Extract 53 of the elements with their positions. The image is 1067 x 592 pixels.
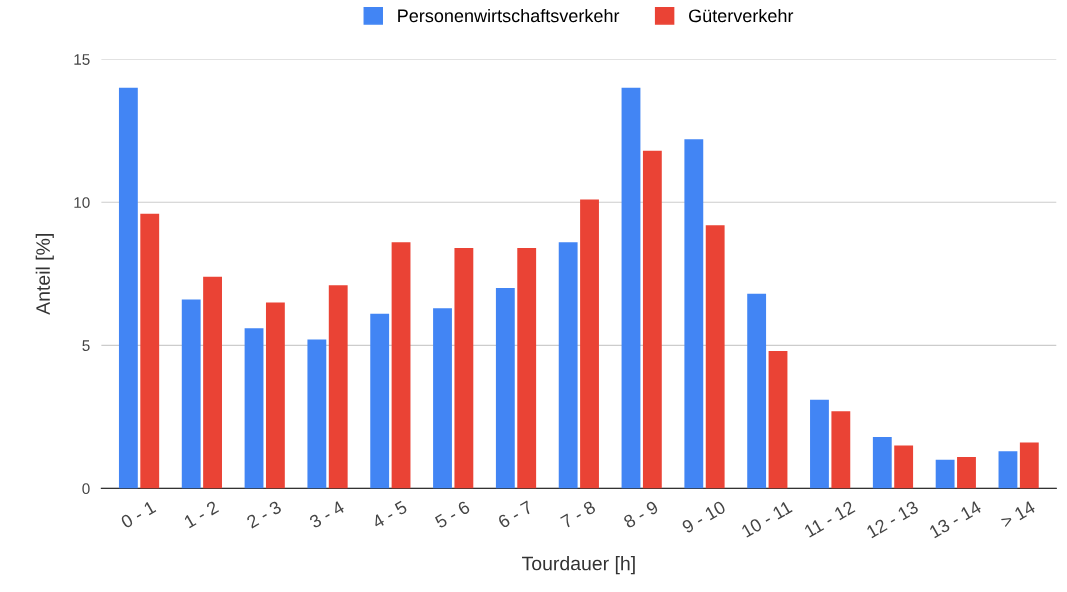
x-tick-label: 8 - 9: [622, 500, 659, 529]
bar: [391, 242, 411, 489]
bar: [244, 328, 264, 489]
bar: [495, 288, 515, 489]
bar: [1019, 442, 1039, 489]
x-tick-label: 1 - 2: [183, 500, 220, 529]
bar: [684, 139, 704, 489]
bar: [872, 436, 892, 489]
bar: [642, 150, 662, 489]
bar: [307, 339, 327, 489]
x-tick-label: 11 - 12: [803, 500, 856, 538]
bar: [140, 213, 160, 489]
x-tick-label: 13 - 14: [928, 500, 983, 539]
bar: [265, 302, 285, 489]
x-tick-label: 5 - 6: [434, 500, 471, 529]
y-tick-label: 0: [82, 483, 90, 495]
bar: [454, 248, 474, 489]
bar: [705, 225, 725, 489]
bar: [957, 456, 976, 489]
x-tick-label: 0 - 1: [120, 500, 157, 529]
x-tick-label: 10 - 11: [740, 500, 793, 538]
x-tick-label: 12 - 13: [865, 500, 920, 539]
bar: [558, 242, 578, 489]
bar: [181, 299, 201, 489]
y-tick-label: 15: [74, 54, 90, 65]
x-tick-label: 2 - 3: [245, 500, 283, 529]
bar: [580, 199, 599, 489]
x-tick-label: 7 - 8: [560, 500, 597, 529]
bar: [894, 445, 914, 489]
bar: [118, 87, 138, 489]
x-tick-label: 9 - 10: [681, 500, 727, 534]
bar: [768, 351, 788, 489]
legend-label: Personenwirtschaftsverkehr: [398, 8, 620, 23]
bar: [935, 459, 955, 489]
x-tick-label: > 14: [1000, 500, 1036, 529]
bar: [517, 248, 537, 489]
bar: [621, 87, 641, 489]
x-tick-label: 3 - 4: [308, 500, 346, 529]
bar: [810, 399, 829, 489]
y-axis-title: Anteil [%]: [35, 234, 54, 315]
bar: [203, 276, 222, 489]
x-axis-title: Tourdauer [h]: [522, 556, 635, 575]
legend-label: Güterverkehr: [689, 8, 794, 23]
bar: [831, 411, 851, 489]
bar: [998, 451, 1018, 489]
bar: [370, 313, 390, 489]
x-tick-label: 6 - 7: [497, 500, 534, 529]
y-tick-label: 5: [82, 340, 90, 352]
bar: [328, 285, 348, 489]
y-tick-label: 10: [74, 197, 90, 208]
bar: [433, 308, 452, 489]
x-tick-label: 4 - 5: [371, 500, 408, 529]
bar: [747, 293, 767, 489]
